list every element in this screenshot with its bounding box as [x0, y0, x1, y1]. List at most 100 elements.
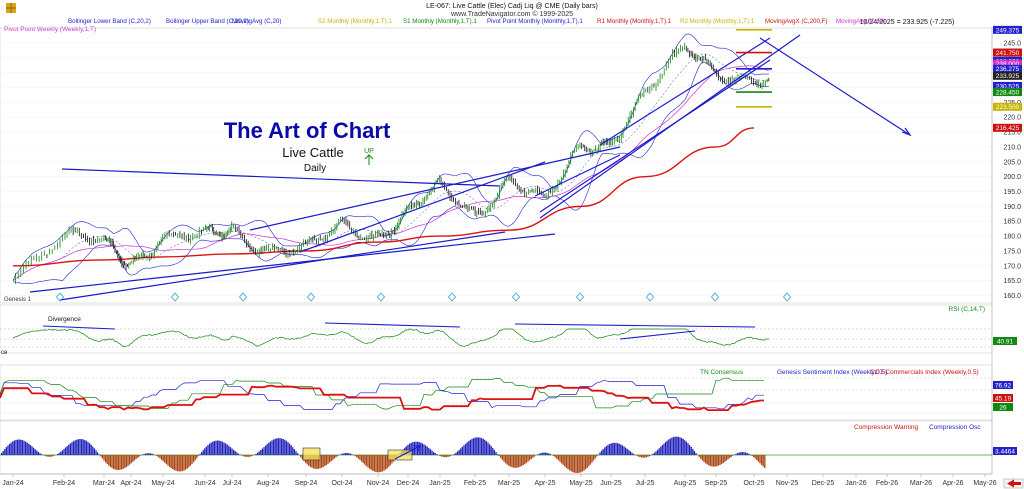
watermark-period: Daily [304, 163, 326, 174]
compression-panel: Compression Warning Compression Osc 3.446… [0, 424, 1017, 474]
rsi-title: RSI (C,14,T) [949, 306, 985, 313]
moving-average-200 [12, 127, 755, 267]
genesis-diamond-icon [710, 292, 720, 302]
y-tick-label: 185.0 [1003, 219, 1021, 226]
compression-oscillator [0, 436, 992, 474]
rsi-line [0, 322, 992, 348]
legend-item: Pivot Point Monthly (Monthly,1,T).1 [487, 18, 583, 25]
genesis-diamond-icon [575, 292, 585, 302]
price-tag [993, 48, 1022, 57]
sentiment-tag [993, 394, 1013, 402]
rsi-series [12, 328, 769, 348]
rsi-divergence-line [42, 325, 116, 330]
watermark-market: Live Cattle [282, 145, 343, 160]
chart-header: LE-067: Live Cattle (Elec) Cadj Liq @ CM… [426, 3, 954, 26]
x-tick-label: Jan-26 [845, 480, 867, 487]
trendlines [29, 34, 912, 301]
trendline [539, 59, 771, 213]
y-tick-label: 220.0 [1003, 115, 1021, 122]
legend-item: S2 Monthly (Monthly,1,T).1 [318, 18, 392, 25]
trendline [599, 37, 771, 146]
genesis-diamond-icon [447, 292, 457, 302]
price-tag [993, 59, 1022, 68]
bollinger-lower [12, 62, 769, 285]
x-tick-label: May-25 [569, 480, 592, 487]
legend-item: S1 Monthly (Monthly,1,T).1 [403, 18, 477, 25]
up-arrow-icon [364, 154, 374, 165]
price-tag-label: 249.375 [996, 27, 1020, 34]
compression-arrow-icon [394, 445, 421, 460]
x-tick-label: Jun-24 [194, 480, 216, 487]
compression-legend: Compression Warning Compression Osc [854, 424, 981, 431]
tn-consensus-line [0, 377, 764, 410]
last-price-readout: 10/24/2025 = 233.925 (-7.225) [860, 19, 955, 26]
x-tick-label: May-26 [973, 480, 996, 487]
genesis-diamond-icon [170, 292, 180, 302]
sentiment-lines [0, 377, 992, 414]
trendline [61, 168, 501, 187]
price-bars [15, 42, 770, 284]
legend-pivot-weekly: Pivot Point Weekly (Weekly,1,T) [4, 26, 96, 33]
price-tag-label: 228.450 [996, 89, 1020, 96]
sentiment-tag [993, 403, 1013, 411]
moving-average-20 [12, 53, 769, 281]
bollinger-bands [12, 33, 769, 285]
ma50-line [12, 65, 769, 281]
price-tag-label: 230.525 [996, 83, 1020, 90]
divergence-label: Divergence [48, 316, 81, 323]
price-tag-label: 216.425 [996, 125, 1020, 132]
y-tick-label: 180.0 [1003, 234, 1021, 241]
x-tick-label: Sep-25 [705, 480, 728, 487]
rsi-divergence-line [324, 322, 461, 328]
sentiment-value: 45.19 [995, 395, 1012, 402]
genesis-markers [55, 292, 792, 302]
x-tick-label: Aug-24 [257, 480, 280, 487]
rsi-value-tag [993, 337, 1017, 345]
price-tag-label: 238.000 [996, 61, 1020, 68]
monthly-pivot-lines [736, 29, 772, 108]
date-axis: Jan-24 Feb-24 Mar-24 Apr-24 May-24 Jun-24 Jul-… [0, 473, 997, 487]
genesis-diamond-icon [782, 292, 792, 302]
x-tick-label: Nov-25 [776, 480, 799, 487]
sentiment-panel: TN Consensus Genesis Sentiment Index (Wee… [0, 369, 1013, 414]
y-tick-label: 245.0 [1003, 40, 1021, 47]
scroll-right-icon[interactable] [1003, 478, 1024, 489]
y-tick-label: 190.0 [1003, 204, 1021, 211]
genesis-diamond-icon [238, 292, 248, 302]
rsi-edge-label: ce [1, 350, 8, 356]
y-tick-label: 170.0 [1003, 263, 1021, 270]
compression-box [387, 449, 413, 461]
price-tag [993, 88, 1022, 97]
trendline [29, 233, 556, 293]
rsi-divergence-line [619, 330, 696, 340]
price-grid [0, 42, 992, 296]
y-tick-label: 215.0 [1003, 130, 1021, 137]
trendline [534, 154, 621, 197]
x-tick-label: Mar-25 [498, 480, 520, 487]
price-tag [993, 25, 1022, 34]
legend-item: R2 Monthly (Monthly,1,T).1 [680, 18, 755, 25]
indicator-legend: Bollinger Lower Band (C,20,2) Bollinger U… [68, 18, 885, 25]
x-tick-label: Jan-24 [2, 480, 24, 487]
bollinger-upper [12, 33, 769, 281]
genesis-diamond-icon [376, 292, 386, 302]
ma200-line [12, 127, 755, 267]
x-tick-label: Feb-26 [876, 480, 898, 487]
y-tick-label: 165.0 [1003, 278, 1021, 285]
sentiment-legend-item: Genesis Sentiment Index (Weekly,0.5) [777, 369, 887, 376]
legend-item: MovingAvg (C,50) [836, 18, 885, 25]
moving-average-50 [12, 65, 769, 281]
price-tag [993, 64, 1022, 73]
legend-item: Bollinger Lower Band (C,20,2) [68, 18, 151, 25]
genesis-label: Genesis 1 [4, 297, 32, 303]
y-tick-label: 195.0 [1003, 189, 1021, 196]
x-tick-label: Sep-24 [295, 480, 318, 487]
rsi-divergence-line [514, 323, 756, 328]
y-tick-label: 160.0 [1003, 293, 1021, 300]
sentiment-legend-item: TN Consensus [700, 369, 744, 376]
price-tag-label: 236.275 [996, 66, 1020, 73]
x-tick-label: Mar-24 [93, 480, 115, 487]
cot-commercials-line [0, 384, 764, 411]
watermark-headline: The Art of Chart [224, 118, 391, 143]
